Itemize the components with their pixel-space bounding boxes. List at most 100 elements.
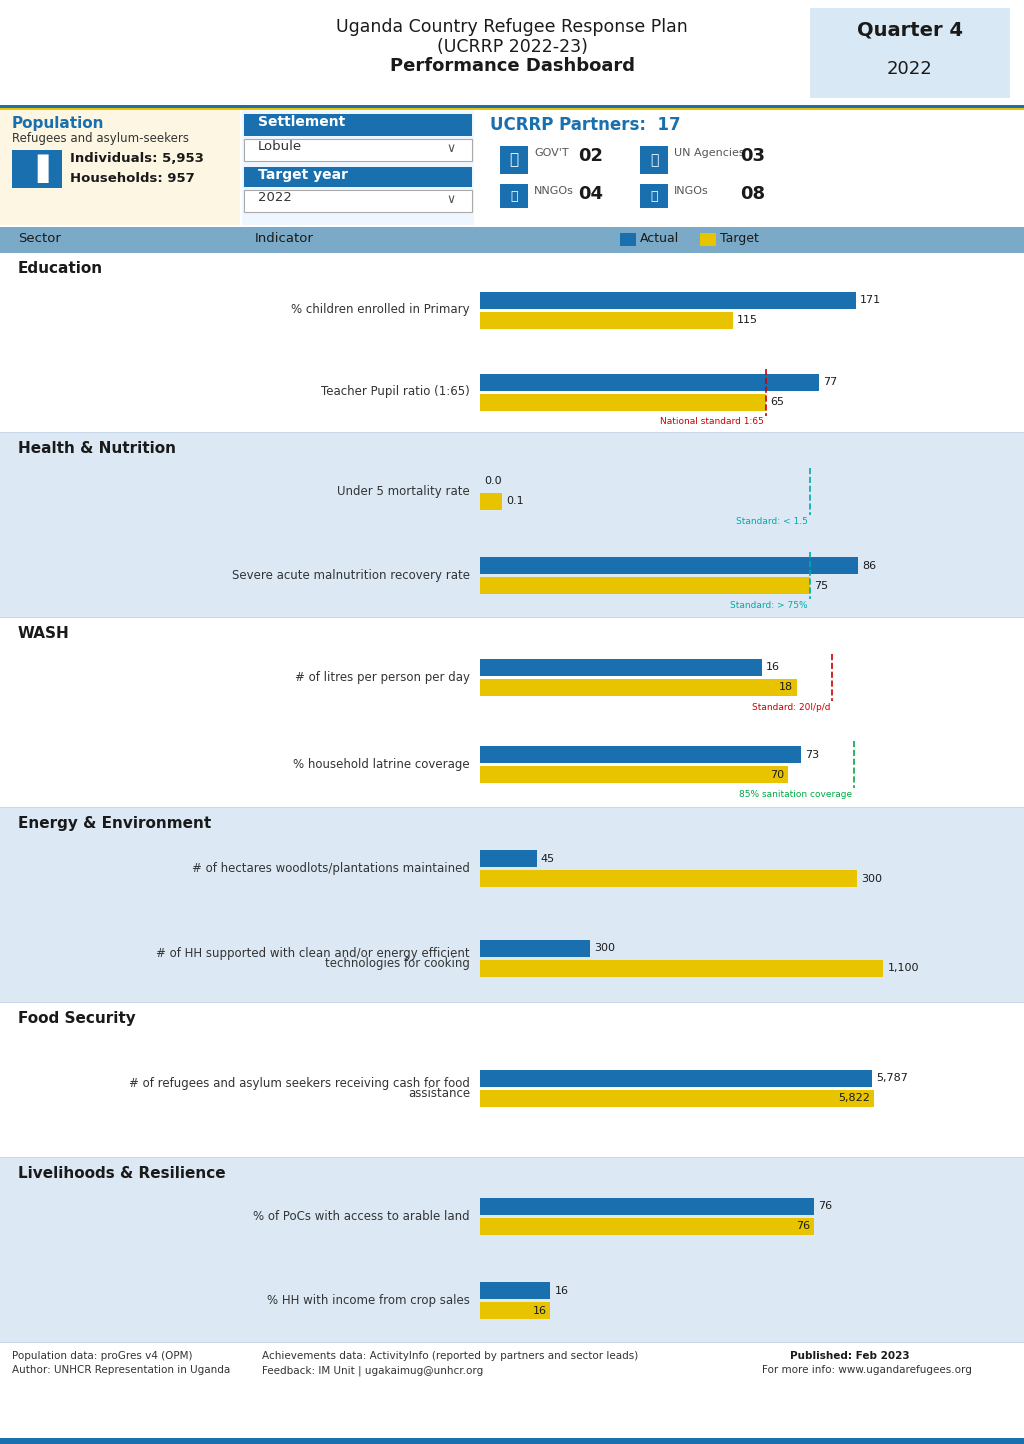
Text: 0.0: 0.0 <box>484 477 502 487</box>
Text: % of PoCs with access to arable land: % of PoCs with access to arable land <box>253 1210 470 1223</box>
Text: 70: 70 <box>770 770 784 780</box>
Text: Population: Population <box>12 116 104 131</box>
Text: 86: 86 <box>862 560 877 570</box>
Text: 18: 18 <box>778 683 793 693</box>
Text: 75: 75 <box>814 580 828 591</box>
Text: ▐: ▐ <box>27 155 48 183</box>
Text: 0.1: 0.1 <box>506 497 523 507</box>
Text: Author: UNHCR Representation in Uganda: Author: UNHCR Representation in Uganda <box>12 1365 230 1375</box>
Text: 300: 300 <box>594 943 615 953</box>
Text: 🏗: 🏗 <box>650 189 657 202</box>
Text: UN Agencies: UN Agencies <box>674 147 744 157</box>
Text: % children enrolled in Primary: % children enrolled in Primary <box>292 303 470 316</box>
Bar <box>480 679 797 696</box>
Text: Settlement: Settlement <box>258 116 345 129</box>
Text: For more info: www.ugandarefugees.org: For more info: www.ugandarefugees.org <box>762 1365 972 1375</box>
Text: Quarter 4: Quarter 4 <box>857 20 963 39</box>
Bar <box>0 0 1024 105</box>
Bar <box>244 168 472 188</box>
Text: 115: 115 <box>737 315 758 325</box>
Text: 5,787: 5,787 <box>876 1073 907 1083</box>
Bar <box>476 110 1024 225</box>
Text: 02: 02 <box>578 147 603 165</box>
Bar <box>480 765 788 783</box>
Bar <box>244 114 472 136</box>
Text: Food Security: Food Security <box>18 1011 136 1027</box>
Bar <box>480 658 762 676</box>
Text: Refugees and asylum-seekers: Refugees and asylum-seekers <box>12 131 189 144</box>
Bar <box>0 105 1024 108</box>
Bar <box>244 139 472 160</box>
Bar <box>242 110 474 225</box>
Bar <box>480 312 733 328</box>
Bar <box>0 1438 1024 1444</box>
Bar <box>0 227 1024 253</box>
Text: Livelihoods & Resilience: Livelihoods & Resilience <box>18 1165 225 1181</box>
Text: 73: 73 <box>805 749 819 760</box>
Text: 03: 03 <box>740 147 765 165</box>
Text: 76: 76 <box>818 1201 833 1212</box>
Text: WASH: WASH <box>18 627 70 641</box>
Bar <box>480 557 858 575</box>
Text: # of litres per person per day: # of litres per person per day <box>295 671 470 684</box>
Text: Education: Education <box>18 261 103 276</box>
Text: % HH with income from crop sales: % HH with income from crop sales <box>267 1294 470 1307</box>
Text: 🏗: 🏗 <box>510 189 518 202</box>
Bar <box>0 253 1024 433</box>
Text: Target: Target <box>720 232 759 245</box>
Bar <box>480 851 537 868</box>
Text: Standard: < 1.5: Standard: < 1.5 <box>736 517 808 526</box>
Text: Population data: proGres v4 (OPM): Population data: proGres v4 (OPM) <box>12 1352 193 1362</box>
Bar <box>0 433 1024 618</box>
Text: 300: 300 <box>861 874 882 884</box>
Text: Teacher Pupil ratio (1:65): Teacher Pupil ratio (1:65) <box>322 386 470 399</box>
Text: 85% sanitation coverage: 85% sanitation coverage <box>739 790 852 799</box>
Bar <box>620 232 636 245</box>
Text: 171: 171 <box>860 295 882 305</box>
Bar <box>480 1070 871 1087</box>
Text: # of refugees and asylum seekers receiving cash for food: # of refugees and asylum seekers receivi… <box>129 1077 470 1090</box>
Bar <box>640 146 668 173</box>
Bar <box>0 809 1024 1004</box>
Text: 65: 65 <box>770 397 784 407</box>
Bar <box>0 618 1024 809</box>
Text: Performance Dashboard: Performance Dashboard <box>389 56 635 75</box>
Text: 2022: 2022 <box>887 61 933 78</box>
Bar <box>0 1343 1024 1444</box>
Bar <box>0 1158 1024 1343</box>
Bar <box>0 110 240 225</box>
Text: UCRRP Partners:  17: UCRRP Partners: 17 <box>490 116 681 134</box>
Bar <box>480 1282 551 1300</box>
Bar <box>480 747 801 762</box>
Text: Under 5 mortality rate: Under 5 mortality rate <box>337 485 470 498</box>
Bar <box>480 1217 814 1235</box>
Text: # of HH supported with clean and/or energy efficient: # of HH supported with clean and/or ener… <box>157 946 470 959</box>
Text: 04: 04 <box>578 185 603 204</box>
Text: (UCRRP 2022-23): (UCRRP 2022-23) <box>436 38 588 56</box>
Bar <box>480 1197 814 1214</box>
Bar <box>480 1302 551 1320</box>
Text: NNGOs: NNGOs <box>534 186 573 196</box>
Text: 5,822: 5,822 <box>839 1093 870 1103</box>
Text: Individuals: 5,953: Individuals: 5,953 <box>70 152 204 165</box>
Bar <box>640 183 668 208</box>
Text: Actual: Actual <box>640 232 679 245</box>
Text: GOV'T: GOV'T <box>534 147 568 157</box>
Bar <box>244 191 472 212</box>
Text: 16: 16 <box>766 663 779 673</box>
Bar <box>480 394 766 410</box>
Bar <box>480 940 590 957</box>
Text: Sector: Sector <box>18 232 60 245</box>
Text: Published: Feb 2023: Published: Feb 2023 <box>790 1352 909 1362</box>
Text: Achievements data: ActivityInfo (reported by partners and sector leads): Achievements data: ActivityInfo (reporte… <box>262 1352 638 1362</box>
Text: 🏢: 🏢 <box>650 153 658 168</box>
Text: Severe acute malnutrition recovery rate: Severe acute malnutrition recovery rate <box>232 569 470 582</box>
Text: Standard: > 75%: Standard: > 75% <box>730 601 808 611</box>
Text: Indicator: Indicator <box>255 232 314 245</box>
Text: Health & Nutrition: Health & Nutrition <box>18 440 176 456</box>
Bar <box>0 1004 1024 1158</box>
Text: Lobule: Lobule <box>258 140 302 153</box>
Text: Standard: 20l/p/d: Standard: 20l/p/d <box>752 703 830 712</box>
Text: 08: 08 <box>740 185 765 204</box>
Text: ⛪: ⛪ <box>509 153 518 168</box>
